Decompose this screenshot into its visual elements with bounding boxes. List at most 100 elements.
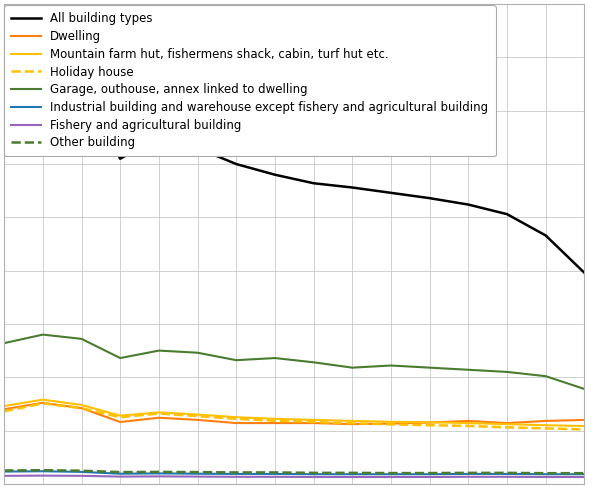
Holiday house <box>78 405 85 411</box>
Garage, outhouse, annex linked to dwelling <box>504 369 511 375</box>
Dwelling <box>39 400 46 406</box>
Line: Fishery and agricultural building: Fishery and agricultural building <box>4 476 585 477</box>
Fishery and agricultural building <box>348 474 356 480</box>
Garage, outhouse, annex linked to dwelling <box>310 359 317 365</box>
Other building <box>581 470 588 476</box>
Garage, outhouse, annex linked to dwelling <box>39 332 46 338</box>
Mountain farm hut, fishermens shack, cabin, turf hut etc. <box>387 419 395 425</box>
Other building <box>348 470 356 476</box>
Industrial building and warehouse except fishery and agricultural building <box>116 471 124 477</box>
Other building <box>39 468 46 473</box>
Fishery and agricultural building <box>542 474 549 480</box>
Mountain farm hut, fishermens shack, cabin, turf hut etc. <box>426 419 434 425</box>
Garage, outhouse, annex linked to dwelling <box>348 365 356 370</box>
Garage, outhouse, annex linked to dwelling <box>233 357 240 363</box>
All building types <box>155 135 163 141</box>
Garage, outhouse, annex linked to dwelling <box>581 386 588 392</box>
Industrial building and warehouse except fishery and agricultural building <box>310 471 317 477</box>
Line: Other building: Other building <box>4 470 585 473</box>
Dwelling <box>155 415 163 421</box>
Industrial building and warehouse except fishery and agricultural building <box>504 471 511 477</box>
Dwelling <box>426 420 434 426</box>
Other building <box>426 470 434 476</box>
Industrial building and warehouse except fishery and agricultural building <box>233 471 240 477</box>
Garage, outhouse, annex linked to dwelling <box>1 340 8 346</box>
All building types <box>504 211 511 217</box>
All building types <box>465 202 472 207</box>
Dwelling <box>194 417 201 423</box>
Dwelling <box>310 420 317 426</box>
Dwelling <box>465 418 472 424</box>
Industrial building and warehouse except fishery and agricultural building <box>271 471 278 477</box>
Fishery and agricultural building <box>155 473 163 479</box>
Dwelling <box>581 417 588 423</box>
All building types <box>116 156 124 162</box>
Holiday house <box>426 422 434 428</box>
Industrial building and warehouse except fishery and agricultural building <box>1 468 8 474</box>
Fishery and agricultural building <box>504 474 511 480</box>
Mountain farm hut, fishermens shack, cabin, turf hut etc. <box>348 418 356 424</box>
Line: Dwelling: Dwelling <box>4 403 585 424</box>
Fishery and agricultural building <box>233 474 240 480</box>
Holiday house <box>194 413 201 419</box>
Other building <box>542 470 549 476</box>
Garage, outhouse, annex linked to dwelling <box>426 365 434 370</box>
All building types <box>426 195 434 201</box>
Other building <box>271 469 278 475</box>
All building types <box>271 172 278 178</box>
Mountain farm hut, fishermens shack, cabin, turf hut etc. <box>39 397 46 403</box>
Holiday house <box>271 418 278 424</box>
Mountain farm hut, fishermens shack, cabin, turf hut etc. <box>116 413 124 419</box>
Industrial building and warehouse except fishery and agricultural building <box>581 471 588 477</box>
Holiday house <box>39 401 46 407</box>
Holiday house <box>310 419 317 425</box>
Industrial building and warehouse except fishery and agricultural building <box>348 471 356 477</box>
All building types <box>387 190 395 196</box>
Garage, outhouse, annex linked to dwelling <box>465 367 472 373</box>
Fishery and agricultural building <box>271 474 278 480</box>
Holiday house <box>233 416 240 422</box>
All building types <box>194 145 201 151</box>
Industrial building and warehouse except fishery and agricultural building <box>155 470 163 476</box>
Fishery and agricultural building <box>465 474 472 480</box>
All building types <box>78 86 85 92</box>
Industrial building and warehouse except fishery and agricultural building <box>542 471 549 477</box>
Other building <box>78 468 85 474</box>
Other building <box>155 469 163 475</box>
Line: Holiday house: Holiday house <box>4 404 585 429</box>
All building types <box>581 270 588 276</box>
Other building <box>116 469 124 475</box>
Mountain farm hut, fishermens shack, cabin, turf hut etc. <box>78 402 85 408</box>
Fishery and agricultural building <box>1 473 8 479</box>
Mountain farm hut, fishermens shack, cabin, turf hut etc. <box>542 422 549 428</box>
Fishery and agricultural building <box>426 474 434 480</box>
Dwelling <box>1 407 8 412</box>
Dwelling <box>387 421 395 427</box>
Line: Garage, outhouse, annex linked to dwelling: Garage, outhouse, annex linked to dwelli… <box>4 335 585 389</box>
Other building <box>1 468 8 473</box>
Holiday house <box>387 422 395 427</box>
Line: All building types: All building types <box>4 74 585 273</box>
Fishery and agricultural building <box>78 473 85 479</box>
Dwelling <box>504 420 511 426</box>
Holiday house <box>348 420 356 426</box>
Other building <box>465 470 472 476</box>
Garage, outhouse, annex linked to dwelling <box>116 355 124 361</box>
Holiday house <box>542 426 549 431</box>
Mountain farm hut, fishermens shack, cabin, turf hut etc. <box>504 421 511 427</box>
Mountain farm hut, fishermens shack, cabin, turf hut etc. <box>194 411 201 417</box>
Fishery and agricultural building <box>387 474 395 480</box>
Line: Industrial building and warehouse except fishery and agricultural building: Industrial building and warehouse except… <box>4 471 585 474</box>
Holiday house <box>465 423 472 429</box>
Industrial building and warehouse except fishery and agricultural building <box>387 471 395 477</box>
All building types <box>233 161 240 167</box>
Holiday house <box>504 425 511 430</box>
All building types <box>542 233 549 239</box>
Legend: All building types, Dwelling, Mountain farm hut, fishermens shack, cabin, turf h: All building types, Dwelling, Mountain f… <box>4 5 496 157</box>
Garage, outhouse, annex linked to dwelling <box>194 350 201 356</box>
All building types <box>1 97 8 103</box>
Mountain farm hut, fishermens shack, cabin, turf hut etc. <box>155 409 163 415</box>
Fishery and agricultural building <box>581 474 588 480</box>
Other building <box>387 470 395 476</box>
Dwelling <box>78 405 85 411</box>
